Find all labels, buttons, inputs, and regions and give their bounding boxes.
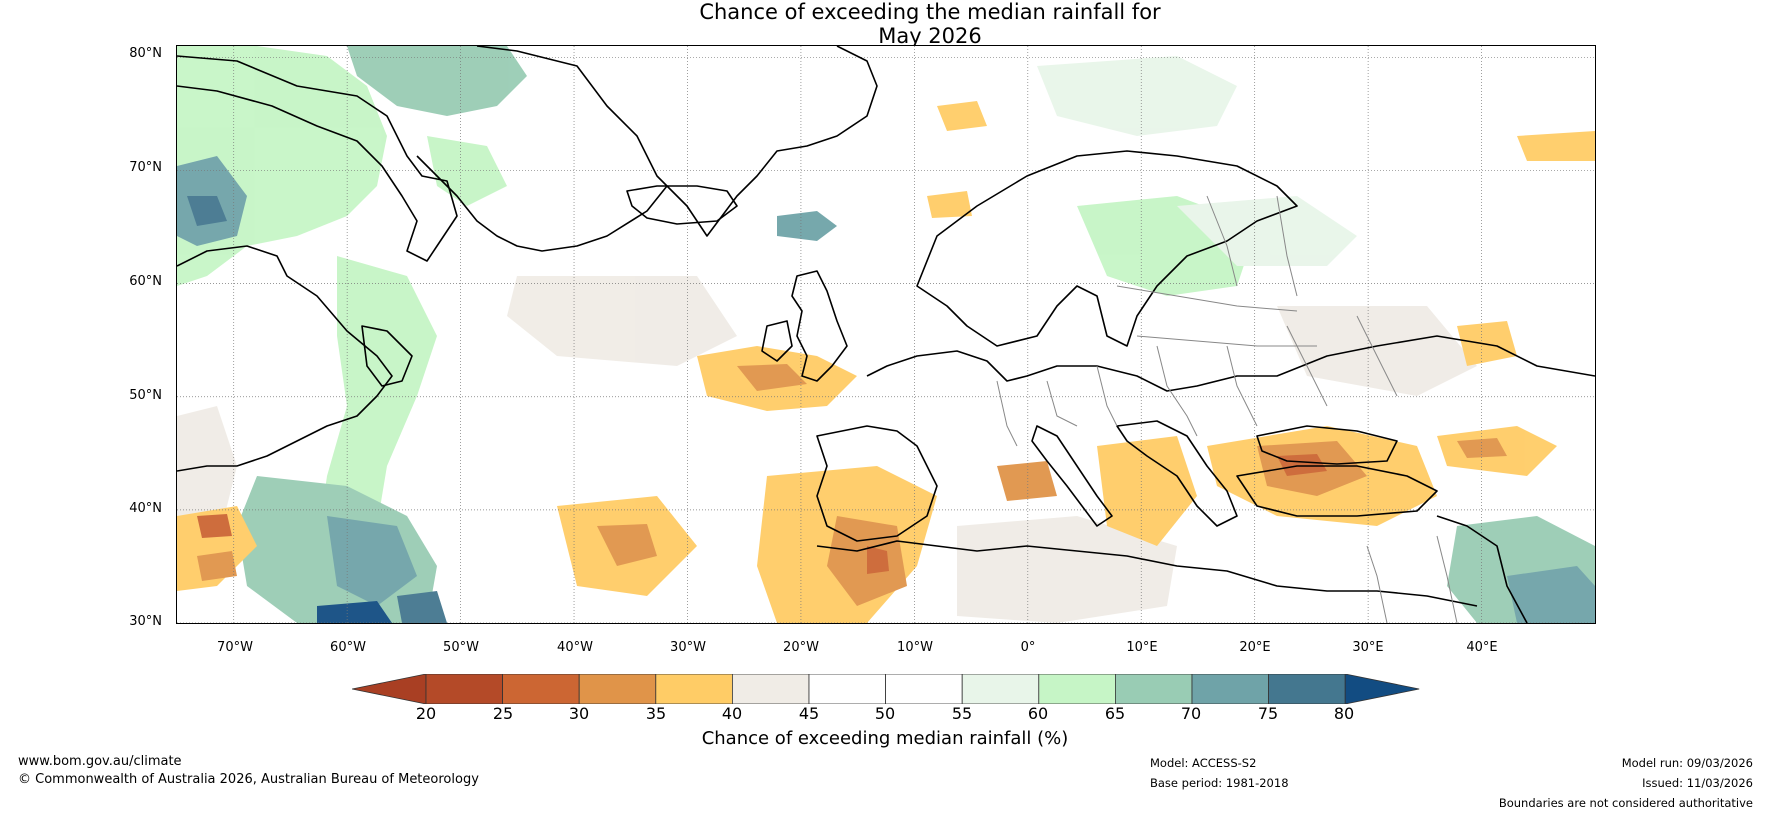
colorbar-segment: [1115, 674, 1193, 704]
colorbar-segment: [425, 674, 503, 704]
britain: [791, 270, 848, 382]
title-line-1: Chance of exceeding the median rainfall …: [699, 0, 1161, 24]
model-name: Model: ACCESS-S2: [1150, 756, 1257, 770]
lon-label-30w: 30°W: [670, 640, 706, 655]
iceland: [626, 185, 738, 225]
labrador-coast: [177, 245, 393, 472]
colorbar-tick-25: 25: [492, 704, 514, 723]
website-link[interactable]: www.bom.gov.au/climate: [18, 754, 182, 769]
colorbar-segment: [578, 674, 657, 704]
colorbar-tick-70: 70: [1180, 704, 1202, 723]
lon-label-0: 0°: [1020, 640, 1036, 655]
footer-left: www.bom.gov.au/climate © Commonwealth of…: [18, 753, 479, 789]
lat-label-70n: 70°N: [129, 160, 162, 175]
colorbar-tick-35: 35: [645, 704, 667, 723]
model-run-date: Model run: 09/03/2026: [1621, 756, 1753, 770]
colorbar-label: Chance of exceeding median rainfall (%): [701, 728, 1069, 749]
boundaries-disclaimer: Boundaries are not considered authoritat…: [1498, 796, 1753, 810]
greenland-south: [416, 155, 668, 252]
lon-label-70w: 70°W: [217, 640, 253, 655]
lon-label-10e: 10°E: [1126, 640, 1158, 655]
lat-label-40n: 40°N: [129, 501, 162, 516]
colorbar-tick-40: 40: [721, 704, 743, 723]
colorbar-segment: [1191, 674, 1269, 704]
europe-west-coast: [866, 335, 1595, 392]
lon-label-20e: 20°E: [1239, 640, 1271, 655]
balkans: [1116, 420, 1238, 527]
colorbar-segment: [1268, 674, 1346, 704]
probability-patches: [177, 46, 1595, 623]
lat-label-60n: 60°N: [129, 274, 162, 289]
colorbar-extend-high: [1344, 674, 1420, 704]
greenland-east-coast: [476, 46, 878, 237]
colorbar-tick-30: 30: [568, 704, 590, 723]
gridlines: [177, 46, 1595, 623]
country-borders: [996, 195, 1458, 623]
iberia: [816, 425, 938, 542]
footer-run-info: Model run: 09/03/2026 Issued: 11/03/2026…: [1353, 756, 1753, 810]
base-period: Base period: 1981-2018: [1150, 776, 1289, 790]
lat-label-30n: 30°N: [129, 614, 162, 629]
middle-east-coast: [1436, 515, 1528, 623]
greenland-coast: [177, 55, 458, 262]
copyright-text: © Commonwealth of Australia 2026, Austra…: [18, 772, 479, 787]
north-africa-coast: [816, 540, 1478, 607]
coastlines: [177, 46, 1595, 623]
colorbar-segment: [1038, 674, 1116, 704]
black-sea: [1256, 425, 1398, 465]
colorbar-segment: [885, 674, 963, 704]
chart-title: Chance of exceeding the median rainfall …: [0, 0, 1770, 48]
colorbar-tick-65: 65: [1104, 704, 1126, 723]
colorbar-tick-55: 55: [951, 704, 973, 723]
colorbar-segment: [961, 674, 1040, 704]
issued-date: Issued: 11/03/2026: [1642, 776, 1753, 790]
rainfall-map: [176, 45, 1596, 624]
colorbar-segment: [502, 674, 580, 704]
lon-label-20w: 20°W: [783, 640, 819, 655]
ireland: [761, 320, 793, 362]
colorbar-tick-20: 20: [415, 704, 437, 723]
colorbar-tick-60: 60: [1027, 704, 1049, 723]
colorbar-tick-75: 75: [1257, 704, 1279, 723]
newfoundland: [361, 325, 413, 387]
colorbar-tick-80: 80: [1333, 704, 1355, 723]
colorbar-extend-low: [352, 674, 427, 704]
lon-label-40w: 40°W: [557, 640, 593, 655]
lon-label-50w: 50°W: [443, 640, 479, 655]
scandinavia: [916, 150, 1298, 347]
lon-label-60w: 60°W: [330, 640, 366, 655]
lon-label-40e: 40°E: [1466, 640, 1498, 655]
italy: [1031, 425, 1113, 527]
footer-model-info: Model: ACCESS-S2 Base period: 1981-2018: [1150, 756, 1289, 790]
turkey: [1236, 465, 1438, 517]
lon-label-10w: 10°W: [897, 640, 933, 655]
colorbar-segment: [731, 674, 810, 704]
lat-label-50n: 50°N: [129, 388, 162, 403]
colorbar-segment: [655, 674, 733, 704]
colorbar-tick-45: 45: [798, 704, 820, 723]
colorbar-tick-50: 50: [874, 704, 896, 723]
lat-label-80n: 80°N: [129, 46, 162, 61]
map-canvas: [177, 46, 1595, 623]
colorbar: [352, 674, 1420, 704]
lon-label-30e: 30°E: [1352, 640, 1384, 655]
colorbar-segment: [808, 674, 886, 704]
title-line-2: May 2026: [878, 24, 982, 48]
